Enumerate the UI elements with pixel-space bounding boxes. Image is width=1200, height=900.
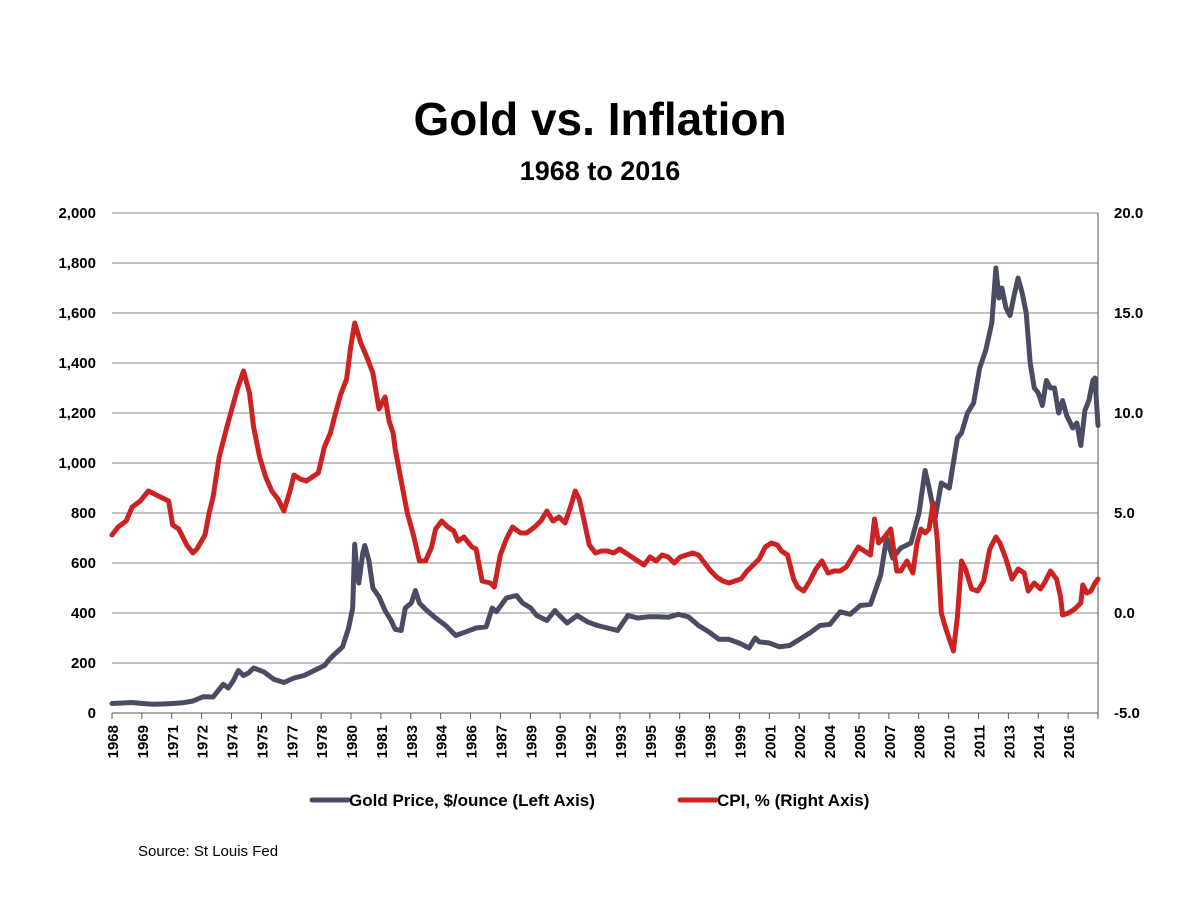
x-tick-label: 1980 (344, 725, 361, 758)
y-left-tick-label: 1,200 (58, 405, 96, 422)
x-tick-label: 1984 (434, 724, 451, 758)
series-lines (109, 265, 1101, 707)
x-tick-label: 1993 (613, 725, 630, 758)
x-tick-label: 2005 (852, 725, 869, 758)
x-tick-label: 2011 (971, 725, 988, 758)
x-tick-label: 1971 (165, 725, 182, 758)
y-right-tick-label: 0.0 (1114, 605, 1135, 622)
y-right-tick-label: 15.0 (1114, 305, 1143, 322)
y-right-tick-label: 20.0 (1114, 205, 1143, 222)
x-tick-label: 1972 (195, 725, 212, 758)
axes: 0 200 400 600 800 1,000 1,200 1,400 1,600 1,800 2,… (58, 205, 1143, 758)
x-tick-label: 1990 (553, 725, 570, 758)
gold-price-line (109, 265, 1101, 707)
x-tick-label: 2016 (1061, 725, 1078, 758)
y-left-tick-label: 800 (71, 505, 96, 522)
x-tick-label: 2014 (1031, 724, 1048, 758)
y-left-tick-label: 1,400 (58, 355, 96, 372)
x-tick-label: 1968 (105, 725, 122, 758)
x-tick-label: 1983 (404, 725, 421, 758)
x-tick-label: 1989 (523, 725, 540, 758)
y-right-tick-label: 5.0 (1114, 505, 1135, 522)
legend-label: CPI, % (Right Axis) (717, 791, 869, 810)
x-tick-label: 2007 (882, 725, 899, 758)
x-tick-label: 2004 (822, 724, 839, 758)
y-left-tick-label: 1,000 (58, 455, 96, 472)
y-right-tick-label: -5.0 (1114, 705, 1140, 722)
gridlines (112, 212, 1098, 664)
source-note: Source: St Louis Fed (138, 843, 279, 860)
cpi-line (109, 320, 1101, 654)
y-right-tick-label: 10.0 (1114, 405, 1143, 422)
x-tick-label: 2010 (942, 725, 959, 758)
x-tick-label: 2001 (762, 725, 779, 758)
x-tick-label: 1975 (254, 725, 271, 758)
chart-subtitle: 1968 to 2016 (519, 156, 681, 186)
x-tick-label: 1977 (284, 725, 301, 758)
x-tick-label: 1974 (225, 724, 242, 758)
x-tick-label: 1987 (493, 725, 510, 758)
y-left-tick-label: 400 (71, 605, 96, 622)
y-left-tick-label: 1,600 (58, 305, 96, 322)
x-tick-label: 2013 (1001, 725, 1018, 758)
x-tick-label: 1995 (643, 725, 660, 758)
y-left-tick-label: 600 (71, 555, 96, 572)
x-tick-label: 1992 (583, 725, 600, 758)
x-tick-label: 1996 (673, 725, 690, 758)
legend-label: Gold Price, $/ounce (Left Axis) (349, 791, 595, 810)
y-left-tick-label: 0 (88, 705, 96, 722)
x-tick-label: 1986 (464, 725, 481, 758)
y-left-tick-label: 1,800 (58, 255, 96, 272)
x-tick-label: 1978 (314, 725, 331, 758)
chart-title: Gold vs. Inflation (413, 93, 787, 145)
y-left-tick-label: 2,000 (58, 205, 96, 222)
x-tick-label: 2002 (792, 725, 809, 758)
y-left-tick-label: 200 (71, 655, 96, 672)
x-tick-label: 1981 (374, 725, 391, 758)
legend: Gold Price, $/ounce (Left Axis) CPI, % (R… (309, 791, 869, 810)
x-tick-label: 1998 (703, 725, 720, 758)
x-tick-label: 2008 (912, 725, 929, 758)
x-tick-label: 1999 (732, 725, 749, 758)
x-tick-label: 1969 (135, 725, 152, 758)
